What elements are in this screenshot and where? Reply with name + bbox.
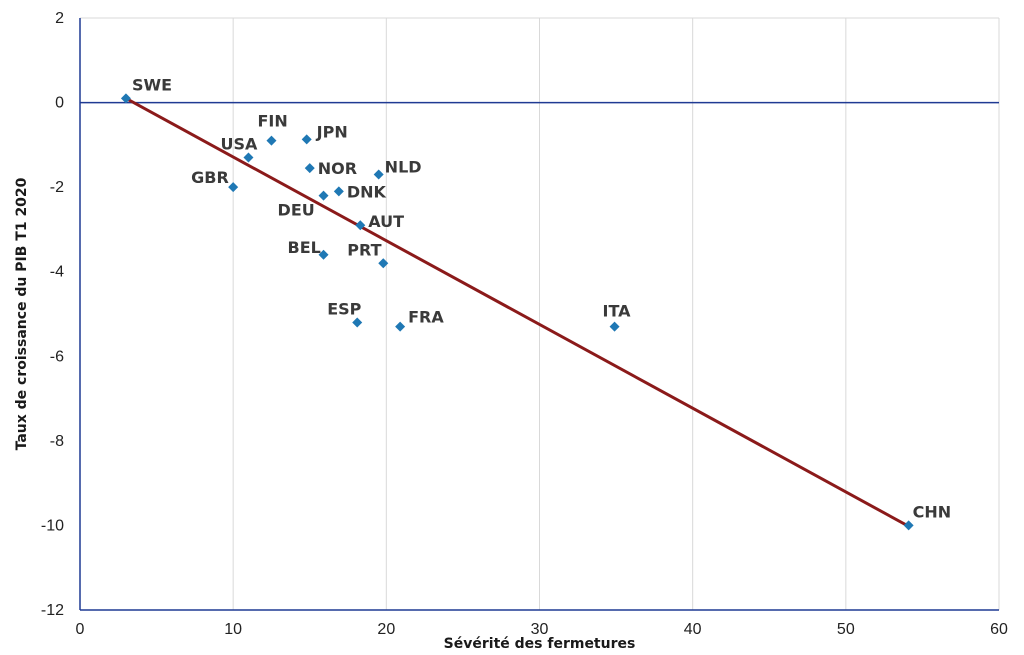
y-tick-label: -6 — [50, 348, 64, 365]
point-label-deu: DEU — [278, 201, 315, 220]
point-label-nld: NLD — [385, 157, 422, 176]
x-tick-label: 50 — [837, 621, 855, 638]
data-point-bel — [318, 249, 329, 260]
axis-layer — [79, 18, 999, 611]
data-point-deu — [318, 190, 329, 201]
point-label-gbr: GBR — [191, 168, 229, 187]
point-label-aut: AUT — [368, 212, 404, 231]
point-label-dnk: DNK — [347, 182, 387, 201]
x-axis-title: Sévérité des fermetures — [444, 636, 636, 652]
data-point-dnk — [333, 186, 344, 197]
y-tick-label: -10 — [41, 517, 64, 534]
series-layer — [120, 93, 914, 531]
point-label-swe: SWE — [132, 75, 172, 94]
point-label-chn: CHN — [913, 502, 952, 521]
data-point-nld — [373, 169, 384, 180]
data-point-ita — [609, 321, 620, 332]
point-label-bel: BEL — [288, 238, 321, 257]
data-point-chn — [903, 520, 914, 531]
y-tick-label: -8 — [50, 433, 64, 450]
data-point-fra — [395, 321, 406, 332]
point-label-usa: USA — [220, 135, 258, 154]
data-point-nor — [304, 163, 315, 174]
point-label-ita: ITA — [603, 302, 632, 321]
data-point-esp — [352, 317, 363, 328]
grid-layer — [80, 17, 1000, 610]
point-label-prt: PRT — [347, 240, 381, 259]
x-tick-label: 10 — [224, 621, 242, 638]
trend-line — [125, 97, 908, 527]
data-point-usa — [243, 152, 254, 163]
y-tick-label: -12 — [41, 602, 64, 619]
data-point-jpn — [301, 134, 312, 145]
x-tick-label: 0 — [76, 621, 85, 638]
x-tick-label: 20 — [377, 621, 395, 638]
point-label-esp: ESP — [327, 299, 361, 318]
point-label-nor: NOR — [318, 159, 357, 178]
x-tick-label: 40 — [684, 621, 702, 638]
y-tick-label: 2 — [55, 10, 64, 27]
point-label-jpn: JPN — [316, 122, 348, 141]
point-label-fra: FRA — [408, 308, 444, 327]
label-layer: SWE FIN JPN USA NOR NLD GBR DNK DEU AUT BEL PRT ESP F… — [132, 75, 951, 521]
data-point-gbr — [228, 182, 239, 193]
x-tick-label: 60 — [990, 621, 1008, 638]
data-point-swe — [120, 93, 131, 104]
data-point-fin — [266, 135, 277, 146]
y-tick-label: 0 — [55, 95, 64, 112]
data-point-prt — [378, 258, 389, 269]
y-tick-label: -2 — [50, 179, 64, 196]
y-tick-label: -4 — [50, 264, 64, 281]
y-axis-title: Taux de croissance du PIB T1 2020 — [14, 177, 30, 450]
point-label-fin: FIN — [257, 112, 287, 131]
data-point-aut — [355, 220, 366, 231]
x-tick-label: 30 — [531, 621, 549, 638]
